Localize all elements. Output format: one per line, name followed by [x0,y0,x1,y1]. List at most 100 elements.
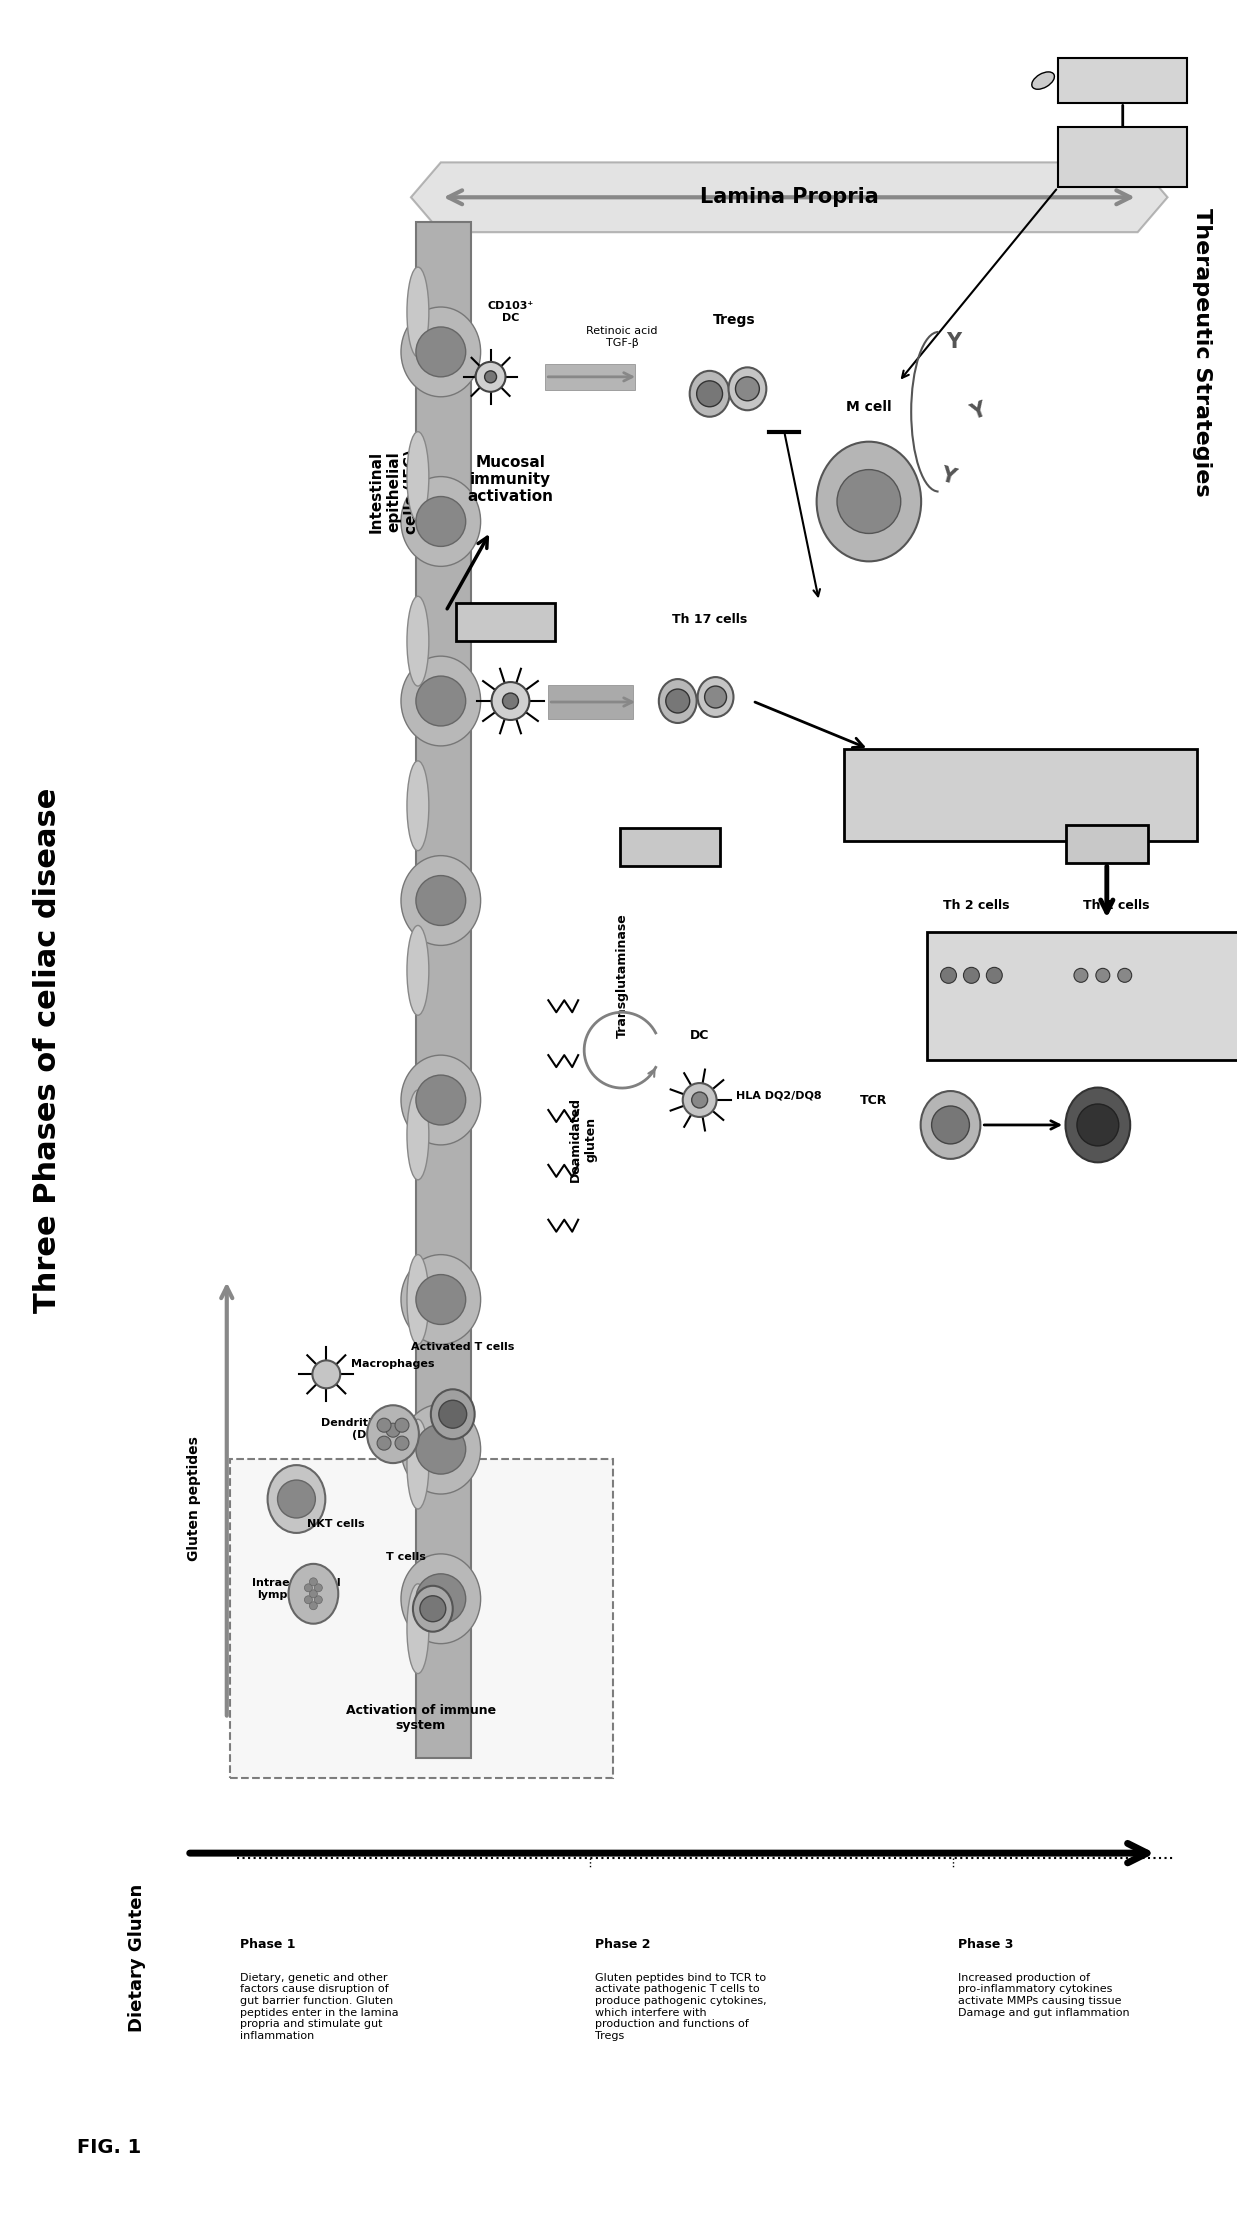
Circle shape [1074,969,1087,982]
Circle shape [415,1275,466,1324]
Circle shape [415,676,466,725]
Bar [456,603,556,641]
Ellipse shape [689,370,729,417]
Circle shape [415,1075,466,1124]
Ellipse shape [1032,71,1054,89]
Circle shape [1078,1104,1118,1146]
Text: Increased production of
pro-inflammatory cytokines
activate MMPs causing tissue
: Increased production of pro-inflammatory… [959,1973,1130,2017]
Ellipse shape [413,1585,453,1632]
Ellipse shape [401,856,481,944]
Circle shape [931,1106,970,1144]
Circle shape [415,1574,466,1623]
Circle shape [941,967,956,984]
Circle shape [305,1596,312,1603]
Ellipse shape [430,1390,475,1439]
Circle shape [502,694,518,709]
Circle shape [415,876,466,924]
Ellipse shape [407,596,429,685]
Circle shape [310,1601,317,1610]
Ellipse shape [407,1583,429,1674]
Circle shape [963,967,980,984]
Text: Gluten peptides: Gluten peptides [187,1437,201,1561]
Circle shape [1117,969,1132,982]
Circle shape [305,1583,312,1592]
Bar [415,222,471,1758]
Circle shape [692,1093,708,1108]
Circle shape [315,1583,322,1592]
Ellipse shape [407,432,429,521]
Polygon shape [410,162,1168,233]
Text: Dietary Gluten: Dietary Gluten [128,1884,146,2033]
Circle shape [704,685,727,707]
Circle shape [1096,969,1110,982]
Text: Th 1 cells: Th 1 cells [1083,900,1149,911]
Circle shape [377,1419,391,1432]
Circle shape [986,967,1002,984]
Circle shape [396,1437,409,1450]
Text: Y: Y [946,333,961,353]
Ellipse shape [407,1091,429,1179]
Ellipse shape [401,477,481,565]
Text: NKT cells: NKT cells [308,1519,365,1530]
Bar [844,749,1198,840]
Text: Foralumab: Foralumab [1078,73,1168,89]
Text: Phase 2: Phase 2 [636,840,703,854]
Ellipse shape [407,1419,429,1510]
Text: Macrophages: Macrophages [351,1359,435,1370]
Circle shape [485,370,496,384]
Text: Tregs: Tregs [713,313,756,326]
Circle shape [420,1596,446,1621]
Text: Gut Inflammation
Tissue Damage
(Celiac Disease): Gut Inflammation Tissue Damage (Celiac D… [1030,973,1180,1022]
Ellipse shape [1112,960,1137,991]
Text: Released in
Small Intestine: Released in Small Intestine [1070,144,1176,171]
Bar [1058,126,1188,186]
Circle shape [312,1361,340,1388]
Ellipse shape [981,960,1008,991]
Text: Transglutaminase: Transglutaminase [615,913,629,1038]
Ellipse shape [401,1055,481,1144]
Ellipse shape [935,960,962,991]
Ellipse shape [957,960,986,991]
Text: Therapeutic Strategies: Therapeutic Strategies [1193,208,1213,497]
Text: Phase 1: Phase 1 [471,614,539,630]
Ellipse shape [401,1554,481,1643]
Ellipse shape [407,760,429,851]
Ellipse shape [1068,960,1094,991]
Text: Phase 3: Phase 3 [959,1938,1014,1951]
Ellipse shape [407,1255,429,1344]
Circle shape [735,377,759,401]
Text: Activated T cells: Activated T cells [410,1344,515,1352]
Text: TCR: TCR [861,1093,888,1106]
Bar [1058,58,1188,102]
Circle shape [837,470,900,534]
Text: Phase 3: Phase 3 [1073,836,1141,851]
Text: Lamina Propria: Lamina Propria [699,186,879,206]
Circle shape [278,1481,315,1519]
Ellipse shape [268,1465,325,1532]
Circle shape [310,1579,317,1585]
Text: Retinoic acid
TGF-β: Retinoic acid TGF-β [587,326,657,348]
Ellipse shape [1065,1089,1130,1162]
Ellipse shape [401,1403,481,1494]
Bar [926,933,1240,1060]
Text: T cells: T cells [386,1552,425,1561]
Text: DC: DC [689,1029,709,1042]
Text: HLA DQ2/DQ8: HLA DQ2/DQ8 [737,1091,822,1100]
Circle shape [415,1423,466,1474]
Ellipse shape [658,678,697,723]
Text: Dietary, genetic and other
factors cause disruption of
gut barrier function. Glu: Dietary, genetic and other factors cause… [239,1973,398,2042]
Text: Dendritic cells
(DC): Dendritic cells (DC) [321,1419,410,1441]
Ellipse shape [698,676,734,716]
Bar [620,827,719,865]
Text: FIG. 1: FIG. 1 [77,2137,141,2157]
Circle shape [439,1401,466,1428]
Ellipse shape [401,1255,481,1344]
Ellipse shape [920,1091,981,1159]
Circle shape [377,1437,391,1450]
Text: Y: Y [968,399,990,423]
Bar [548,685,632,718]
Text: Activation of immune
system: Activation of immune system [346,1705,496,1731]
Ellipse shape [407,266,429,357]
Ellipse shape [1090,960,1116,991]
Ellipse shape [289,1563,339,1623]
